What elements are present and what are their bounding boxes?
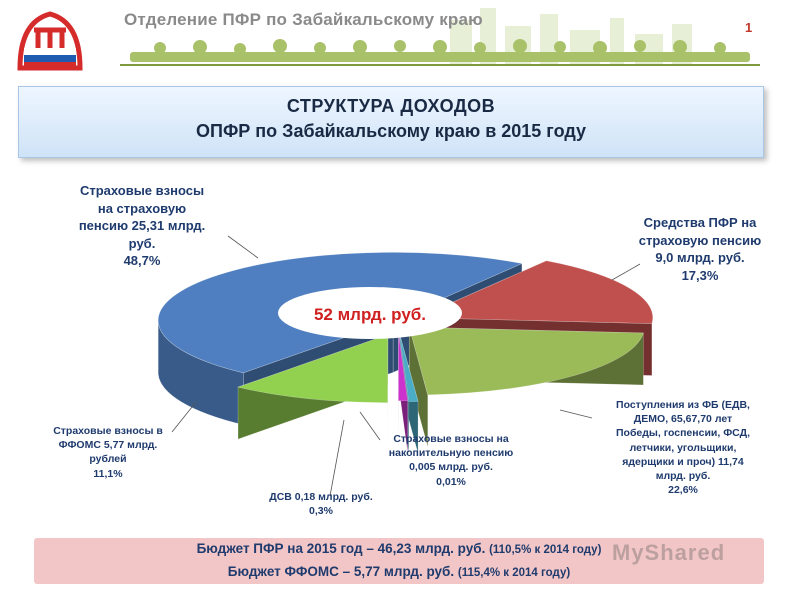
slide-title-line1: СТРУКТУРА ДОХОДОВ: [286, 96, 496, 116]
slice-label-line: на страховую: [97, 200, 187, 216]
slice-dsv: [398, 332, 409, 453]
slice-label-line: 22,6%: [668, 484, 698, 497]
budget-summary-box: Бюджет ПФР на 2015 год – 46,23 млрд. руб…: [34, 538, 764, 584]
city-skyline-decoration: [120, 8, 760, 66]
slice-ffoms-top: [236, 334, 389, 404]
slice-label-line: 9,0 млрд. руб.: [655, 250, 745, 266]
slice-label-line: рублей: [89, 453, 127, 466]
slice-label-line: 0,3%: [309, 505, 333, 518]
slice-label-ffoms: Страховые взносы в ФФОМС 5,77 млрд. рублей…: [44, 424, 172, 481]
slice-label-line: ДЕМО, 65,67,70 лет: [633, 413, 733, 426]
slice-label-insurance-contributions: Страховые взносы на страховую пенсию 25,31…: [52, 182, 232, 270]
slice-ffoms: [236, 334, 389, 455]
slice-label-line: страховую пенсию: [638, 232, 762, 248]
leader-line: [611, 263, 641, 281]
slice-label-line: накопительную пенсию: [388, 447, 514, 460]
center-total-label: 52 млрд. руб.: [314, 305, 426, 324]
slice-label-pfr-funds: Средства ПФР на страховую пенсию 9,0 млрд.…: [612, 214, 788, 284]
watermark: MyShared: [612, 540, 726, 565]
budget-ffoms-note: (115,4% к 2014 году): [457, 567, 571, 579]
leader-line: [171, 401, 197, 433]
header: Отделение ПФР по Забайкальскому краю 1: [0, 0, 800, 80]
slice-label-line: 0,01%: [436, 475, 466, 488]
slice-federal-budget-wall: [408, 327, 429, 447]
page-number: 1: [745, 20, 753, 35]
slice-dsv-top: [398, 332, 409, 402]
budget-pfr-text: Бюджет ПФР на 2015 год – 46,23 млрд. руб…: [196, 541, 486, 556]
slice-federal-budget-top: [408, 326, 644, 396]
slice-label-line: 17,3%: [681, 267, 719, 283]
slice-pfr-funds-top: [417, 260, 654, 324]
center-label-ellipse: [278, 287, 462, 339]
slice-label-line: ядерщики и проч) 11,74: [622, 455, 744, 468]
slice-label-line: Победы, госпенсии, ФСД,: [615, 427, 750, 440]
budget-ffoms-row: Бюджет ФФОМС – 5,77 млрд. руб. (115,4% к…: [34, 561, 764, 584]
slice-label-dsv: ДСВ 0,18 млрд. руб. 0,3%: [256, 490, 386, 518]
slice-label-line: Страховые взносы на: [393, 433, 509, 445]
slice-label-line: Поступления из ФБ (ЕДВ,: [616, 399, 750, 411]
pfr-logo: [17, 11, 83, 71]
budget-pfr-row: Бюджет ПФР на 2015 год – 46,23 млрд. руб…: [34, 538, 764, 561]
slice-label-line: Страховые взносы: [79, 183, 205, 198]
slice-label-line: пенсию 25,31 млрд.: [78, 218, 206, 234]
slice-label-line: ДСВ 0,18 млрд. руб.: [269, 491, 373, 503]
slice-label-line: летчики, угольщики,: [629, 441, 737, 454]
slice-funded-pension-top: [399, 333, 419, 402]
slice-federal-budget: [408, 326, 644, 447]
budget-ffoms-text: Бюджет ФФОМС – 5,77 млрд. руб.: [227, 564, 455, 579]
slice-label-line: руб.: [128, 235, 156, 251]
leader-line: [227, 235, 259, 259]
slide-title-box: СТРУКТУРА ДОХОДОВ ОПФР по Забайкальскому…: [18, 86, 764, 158]
leader-line: [359, 411, 381, 441]
slice-label-federal-budget: Поступления из ФБ (ЕДВ, ДЕМО, 65,67,70 ле…: [598, 398, 768, 497]
slice-label-line: млрд. руб.: [655, 469, 711, 482]
org-title: Отделение ПФР по Забайкальскому краю: [124, 10, 483, 29]
slice-label-line: 11,1%: [93, 467, 123, 480]
slice-label-line: Страховые взносы в: [53, 425, 163, 437]
leader-line: [559, 409, 593, 419]
slice-label-funded-pension: Страховые взносы на накопительную пенсию 0…: [376, 432, 526, 489]
slice-label-line: ФФОМС 5,77 млрд.: [58, 439, 158, 452]
slice-label-line: 0,005 млрд. руб.: [409, 461, 493, 474]
budget-pfr-note: (110,5% к 2014 году): [489, 544, 602, 556]
slice-label-line: Средства ПФР на: [643, 215, 757, 230]
leader-line: [329, 419, 345, 497]
slide-title-line2: ОПФР по Забайкальскому краю в 2015 году: [196, 121, 586, 141]
slice-label-line: 48,7%: [123, 253, 161, 269]
